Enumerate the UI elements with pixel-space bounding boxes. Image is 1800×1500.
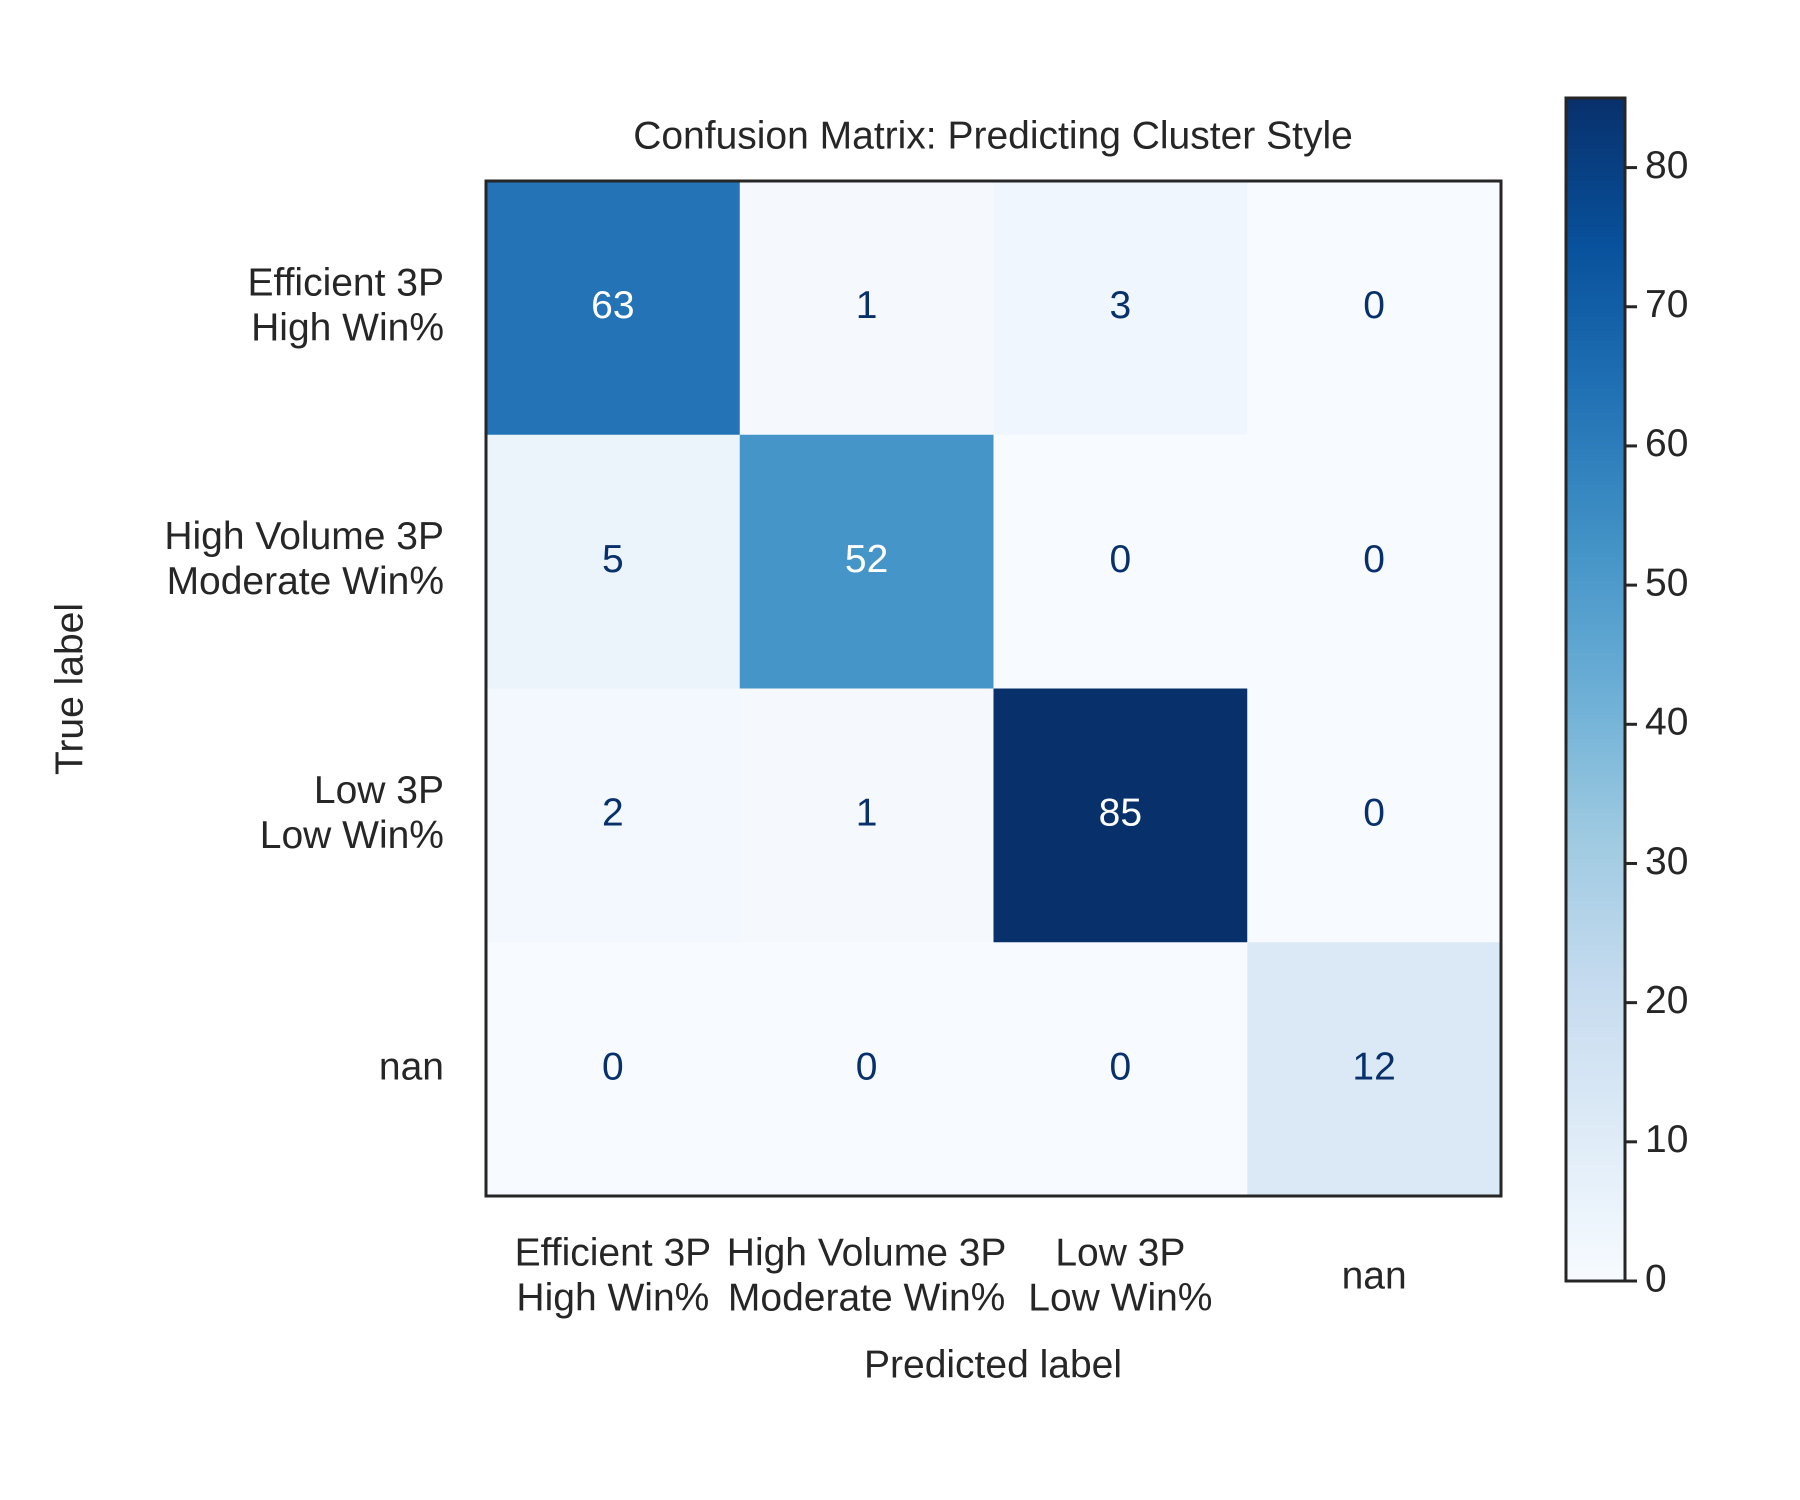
cell: [1247, 942, 1502, 1197]
cell-label: 0: [602, 1045, 624, 1088]
y-tick-label: Low 3P Low Win%: [260, 769, 444, 857]
cell-label: 0: [1363, 284, 1385, 327]
cell: [993, 181, 1248, 436]
cell: [1247, 181, 1502, 436]
cell: [993, 688, 1248, 943]
colorbar-tick-label: 10: [1645, 1118, 1688, 1161]
cell: [486, 688, 741, 943]
cell-label: 3: [1110, 284, 1132, 327]
cell-label: 0: [1363, 792, 1385, 835]
cell: [739, 434, 994, 689]
x-tick-label: High Volume 3P Moderate Win%: [727, 1232, 1007, 1320]
y-tick-label: High Volume 3P Moderate Win%: [164, 515, 444, 603]
colorbar-tick-label: 70: [1645, 283, 1688, 326]
cell: [1247, 688, 1502, 943]
colorbar-tick-label: 0: [1645, 1257, 1667, 1300]
y-axis-label: True label: [48, 603, 91, 775]
colorbar-tick-label: 40: [1645, 701, 1688, 744]
x-tick-label: nan: [1342, 1254, 1407, 1297]
x-tick-label: Efficient 3P High Win%: [515, 1232, 712, 1320]
cell: [486, 434, 741, 689]
colorbar-tick-label: 80: [1645, 144, 1688, 187]
colorbar-tick-label: 30: [1645, 840, 1688, 883]
plot-frame: [484, 179, 1503, 1198]
cell: [739, 942, 994, 1197]
cell: [486, 942, 741, 1197]
x-axis-label: Predicted label: [864, 1343, 1122, 1386]
cell-label: 52: [845, 538, 888, 581]
cell: [993, 942, 1248, 1197]
colorbar-tick-label: 60: [1645, 422, 1688, 465]
cell: [486, 181, 741, 436]
cell-label: 63: [591, 284, 634, 327]
cell-label: 85: [1099, 792, 1142, 835]
cell-label: 5: [602, 538, 624, 581]
colorbar: [1564, 96, 1627, 1283]
colorbar-tick-label: 50: [1645, 561, 1688, 604]
cell: [1247, 434, 1502, 689]
cell-label: 1: [856, 284, 878, 327]
x-tick-label: Low 3P Low Win%: [1028, 1232, 1212, 1320]
cell: [739, 688, 994, 943]
y-tick-label: Efficient 3P High Win%: [247, 262, 444, 350]
colorbar-tick-label: 20: [1645, 979, 1688, 1022]
cell-label: 2: [602, 792, 624, 835]
cell-label: 0: [1363, 538, 1385, 581]
cell: [993, 434, 1248, 689]
cell: [739, 181, 994, 436]
cell-label: 1: [856, 792, 878, 835]
chart-title: Confusion Matrix: Predicting Cluster Sty…: [633, 114, 1353, 157]
cell-label: 0: [1110, 1045, 1132, 1088]
cell-label: 0: [856, 1045, 878, 1088]
y-tick-label: nan: [379, 1045, 444, 1088]
cell-label: 12: [1352, 1045, 1395, 1088]
cell-label: 0: [1110, 538, 1132, 581]
